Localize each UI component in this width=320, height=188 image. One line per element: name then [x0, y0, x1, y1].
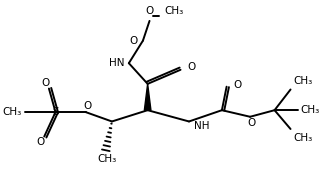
Text: O: O	[145, 6, 154, 16]
Text: O: O	[129, 36, 137, 46]
Text: S: S	[52, 107, 59, 117]
Text: CH₃: CH₃	[3, 107, 22, 117]
Text: O: O	[187, 62, 196, 72]
Text: O: O	[83, 102, 92, 111]
Text: HN: HN	[109, 58, 124, 68]
Text: NH: NH	[194, 121, 209, 131]
Polygon shape	[144, 84, 151, 110]
Text: O: O	[36, 137, 44, 147]
Text: O: O	[233, 80, 241, 90]
Text: O: O	[248, 118, 256, 128]
Text: CH₃: CH₃	[301, 105, 320, 115]
Text: CH₃: CH₃	[293, 76, 313, 86]
Text: CH₃: CH₃	[98, 154, 117, 164]
Text: O: O	[41, 78, 49, 88]
Text: CH₃: CH₃	[164, 6, 184, 16]
Text: CH₃: CH₃	[293, 133, 313, 143]
